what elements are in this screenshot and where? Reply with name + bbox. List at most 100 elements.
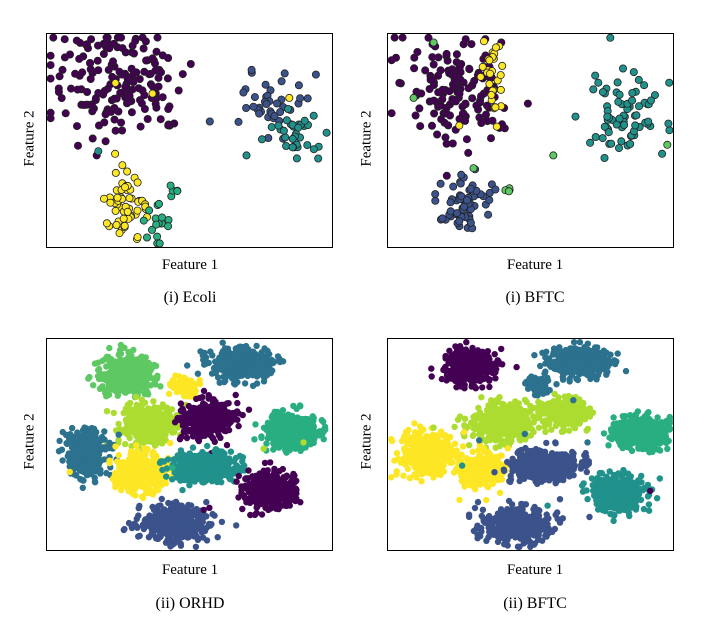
data-point xyxy=(79,484,86,491)
data-point xyxy=(139,44,148,53)
data-point xyxy=(164,105,173,114)
data-point xyxy=(276,438,284,445)
data-point xyxy=(487,91,496,100)
data-point xyxy=(81,424,88,431)
data-point xyxy=(56,437,63,445)
data-point xyxy=(513,363,520,371)
data-point xyxy=(296,416,303,424)
data-point xyxy=(132,521,139,529)
data-point xyxy=(117,34,126,42)
data-point xyxy=(94,89,103,98)
data-point xyxy=(209,352,216,359)
data-point xyxy=(286,446,293,453)
data-point xyxy=(156,425,164,432)
data-point xyxy=(184,418,191,426)
data-point xyxy=(122,405,130,412)
data-point xyxy=(118,44,127,53)
data-point xyxy=(155,486,162,494)
data-point xyxy=(217,424,225,431)
data-point xyxy=(452,50,461,59)
data-point xyxy=(223,400,231,407)
data-point xyxy=(128,352,135,359)
data-point xyxy=(434,71,443,80)
data-point xyxy=(449,182,458,191)
data-point xyxy=(66,468,73,476)
data-point xyxy=(47,51,55,60)
data-point xyxy=(223,355,230,362)
data-point xyxy=(65,50,74,59)
data-point xyxy=(154,82,163,91)
data-point xyxy=(286,489,293,496)
data-point xyxy=(205,475,212,483)
data-point xyxy=(153,375,161,382)
data-point xyxy=(263,489,271,496)
data-point xyxy=(192,526,200,533)
data-point xyxy=(251,480,258,487)
data-point xyxy=(234,399,241,407)
data-point xyxy=(153,232,162,241)
data-point xyxy=(195,519,202,527)
data-point xyxy=(54,88,63,97)
data-point xyxy=(498,61,507,70)
data-point xyxy=(85,375,92,382)
data-point xyxy=(448,65,457,74)
data-point xyxy=(131,418,138,425)
data-point xyxy=(476,72,485,81)
data-point xyxy=(274,491,281,499)
data-point xyxy=(250,370,257,377)
data-point xyxy=(212,459,219,466)
data-point xyxy=(117,118,126,127)
data-point xyxy=(127,448,135,455)
data-point xyxy=(102,219,111,228)
data-point xyxy=(455,63,464,72)
data-point xyxy=(95,121,104,130)
data-point xyxy=(626,140,635,149)
data-point xyxy=(441,133,450,142)
data-point xyxy=(665,126,673,135)
data-point xyxy=(133,356,140,363)
data-point xyxy=(614,144,623,153)
data-point xyxy=(139,459,146,466)
data-point xyxy=(242,151,251,160)
data-point xyxy=(127,108,136,117)
data-point xyxy=(119,477,127,484)
data-point xyxy=(214,472,222,479)
data-point xyxy=(219,366,227,373)
data-point xyxy=(49,34,58,42)
data-point xyxy=(644,117,653,126)
data-point xyxy=(101,436,108,443)
data-point xyxy=(155,199,164,208)
data-point xyxy=(143,115,152,124)
data-point xyxy=(169,476,176,483)
data-point xyxy=(86,65,95,74)
data-point xyxy=(392,53,400,62)
data-point xyxy=(183,434,191,442)
data-point xyxy=(279,465,286,473)
data-point xyxy=(203,513,210,520)
data-point xyxy=(247,511,254,519)
data-point xyxy=(461,116,470,125)
data-point xyxy=(183,530,190,537)
x-axis-label: Feature 1 xyxy=(161,562,219,578)
data-point xyxy=(204,442,211,450)
data-point xyxy=(480,37,489,46)
data-point xyxy=(628,89,637,98)
data-point xyxy=(103,408,111,415)
data-point xyxy=(143,233,152,242)
data-point xyxy=(130,49,139,58)
data-point xyxy=(472,101,481,110)
data-point xyxy=(166,181,175,190)
data-point xyxy=(110,409,117,417)
data-point xyxy=(257,352,264,359)
data-point xyxy=(169,464,176,471)
data-point xyxy=(253,364,261,371)
data-point xyxy=(205,359,212,367)
data-point xyxy=(430,109,439,118)
data-point xyxy=(271,465,278,473)
data-point xyxy=(424,34,433,42)
data-point xyxy=(140,477,148,484)
data-point xyxy=(205,117,214,126)
data-point xyxy=(80,431,88,438)
data-point xyxy=(232,391,239,399)
data-point xyxy=(73,141,82,150)
